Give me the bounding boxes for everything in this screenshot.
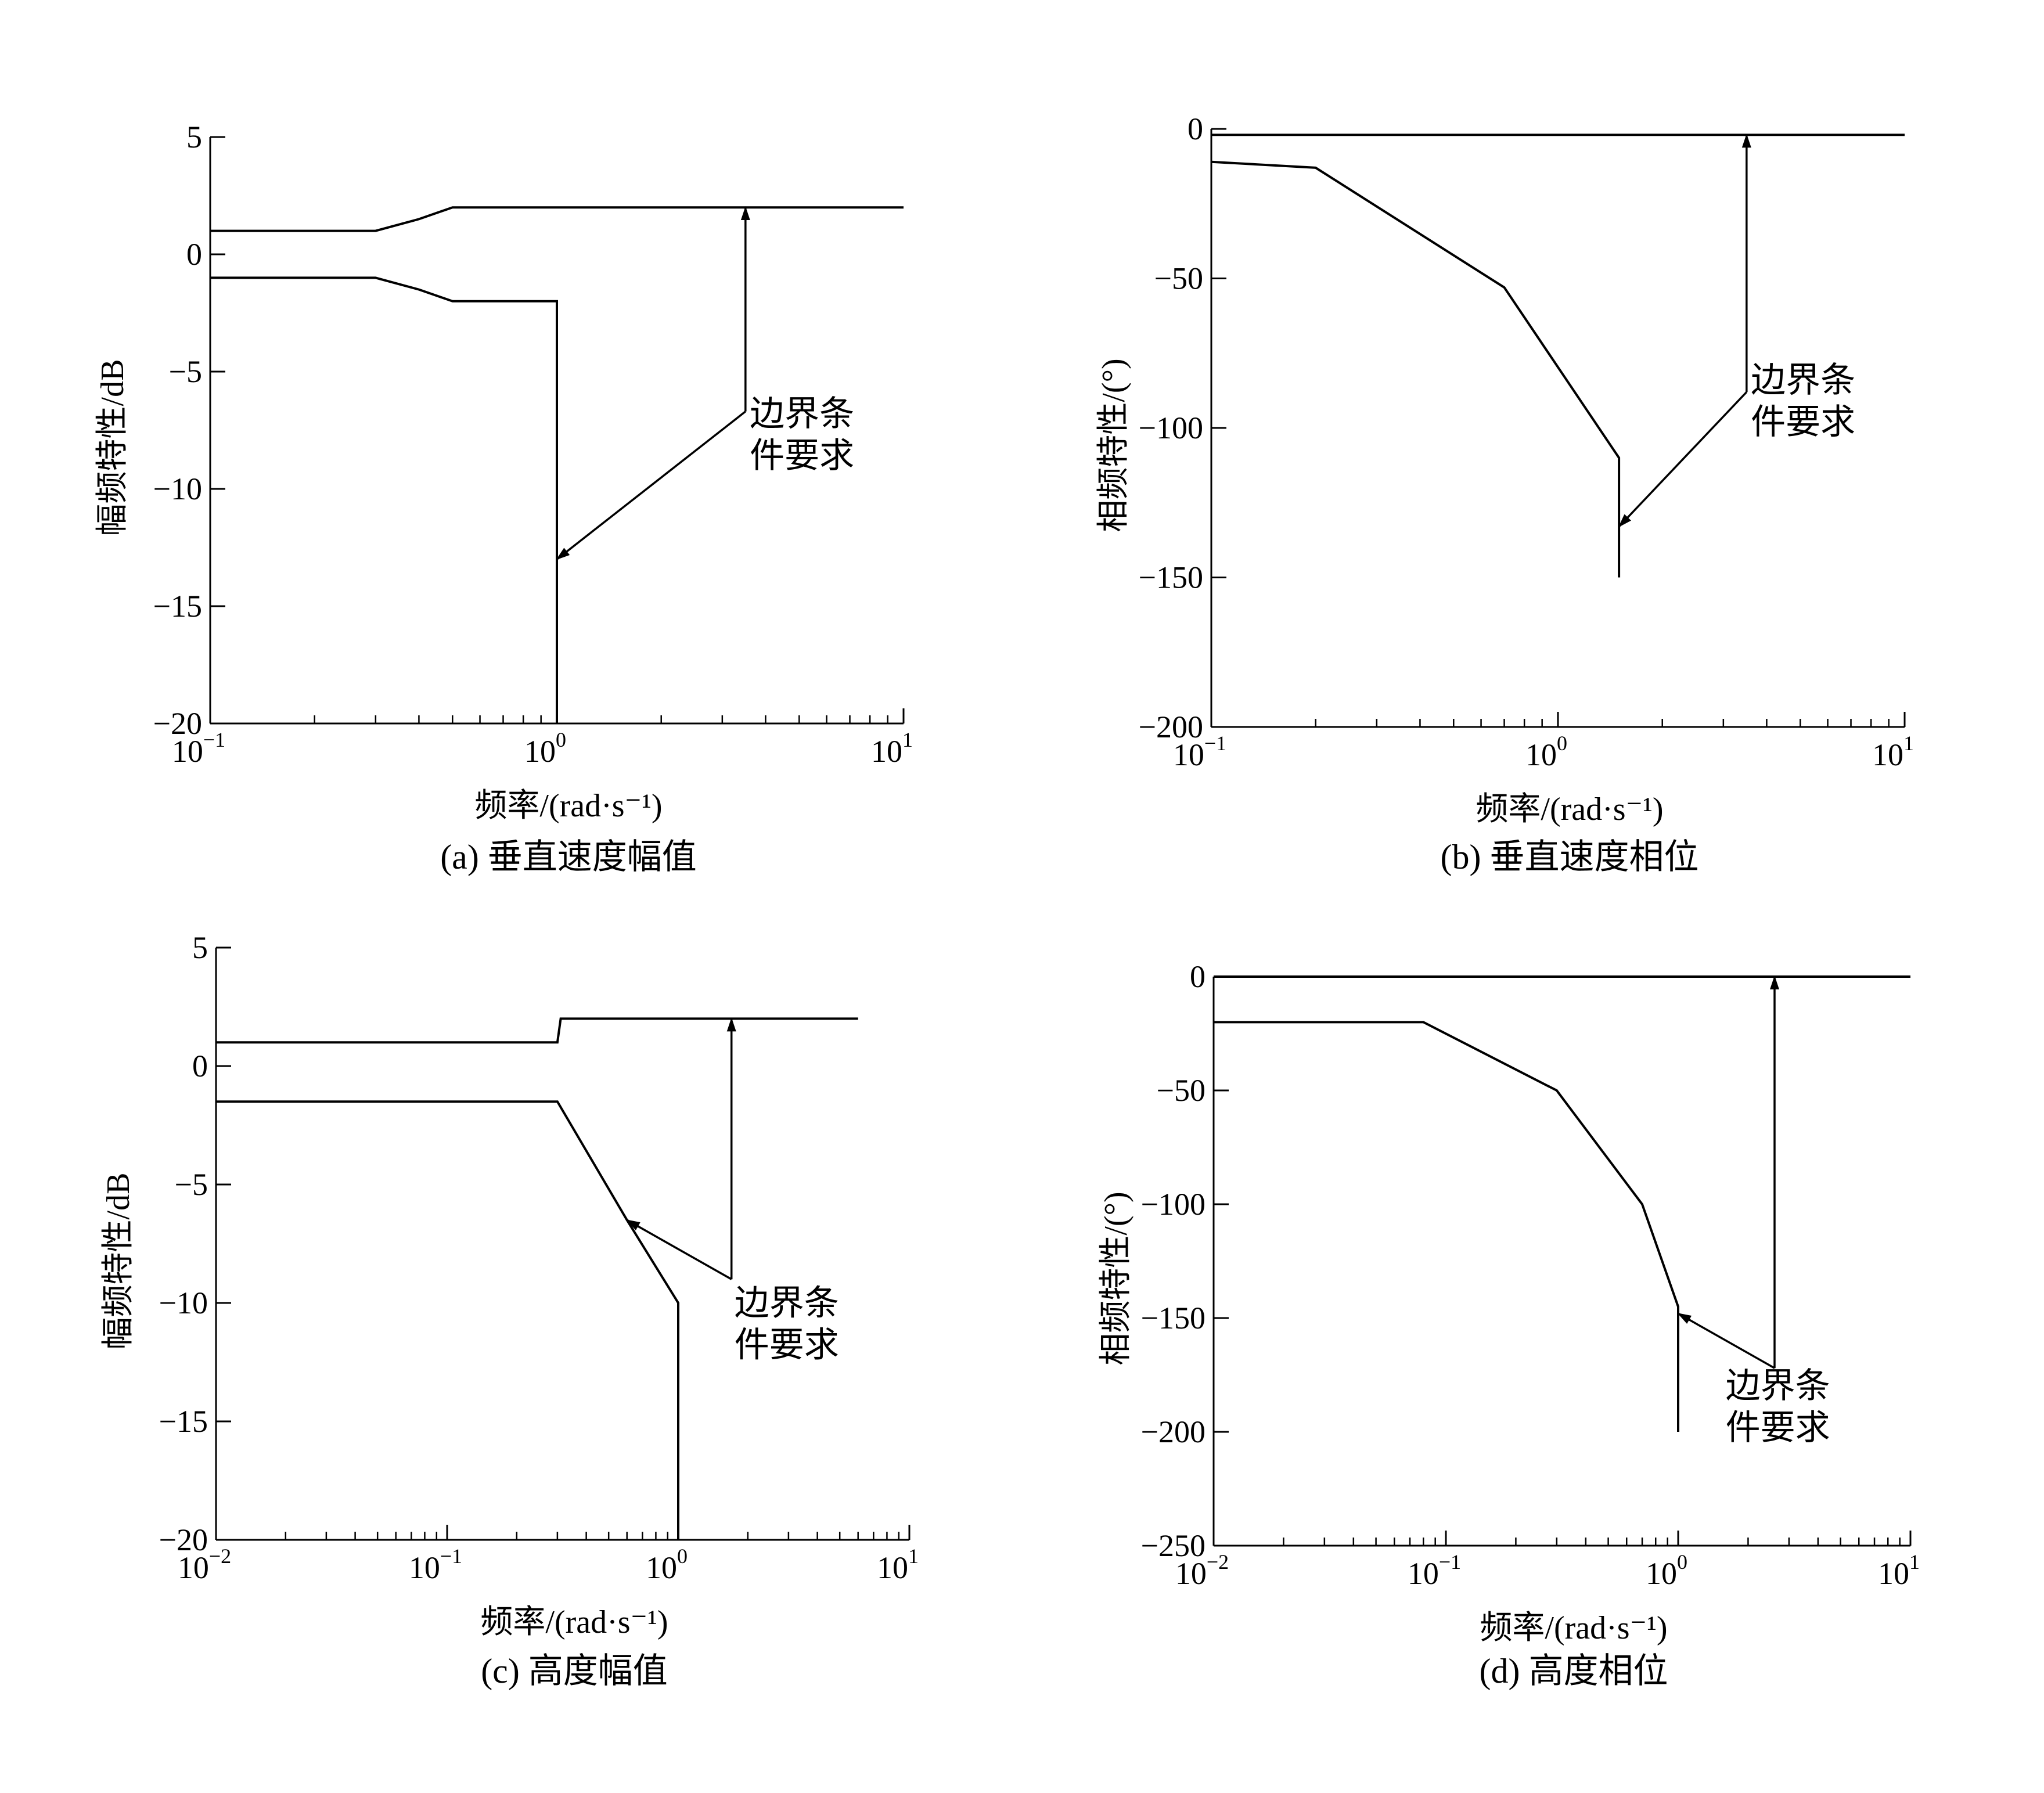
x-tick-label: 100 — [1525, 732, 1567, 772]
boundary-arrow-2 — [1677, 1312, 1775, 1369]
boundary-arrow-2 — [1618, 391, 1748, 528]
y-axis-label: 相频特性/(°) — [1098, 1191, 1134, 1365]
y-tick-label: 0 — [1187, 111, 1203, 146]
x-tick-label: 10−1 — [1173, 732, 1226, 772]
y-tick-label: −200 — [1141, 1414, 1205, 1449]
annotation-label: 件要求 — [1751, 403, 1855, 441]
y-tick-label: 5 — [186, 120, 202, 154]
annotation-label: 边界条 — [1751, 361, 1855, 399]
x-axis-label: 频率/(rad·s⁻¹) — [480, 1604, 668, 1640]
y-tick-label: 0 — [1190, 959, 1205, 994]
chart-b: 10−1 100 101 0 −50 −100 −150 −200 频率/(rad·s⁻¹) 相频… — [1096, 111, 1914, 876]
boundary-arrow-2 — [556, 411, 746, 560]
y-tick-label: −10 — [159, 1286, 208, 1320]
y-axis-label: 幅频特性/dB — [100, 1173, 136, 1350]
y-tick-label: −150 — [1141, 1301, 1205, 1335]
chart-caption: (a) 垂直速度幅值 — [440, 838, 697, 876]
y-tick-label: −250 — [1141, 1528, 1205, 1563]
annotation-label: 件要求 — [1726, 1409, 1830, 1447]
series-line-1 — [210, 206, 904, 232]
y-tick-label: −5 — [175, 1167, 208, 1202]
x-axis-label: 频率/(rad·s⁻¹) — [474, 788, 662, 824]
x-tick-label: 10−2 — [178, 1544, 231, 1585]
chart-caption: (c) 高度幅值 — [481, 1652, 668, 1690]
y-tick-label: −20 — [153, 706, 202, 741]
x-axis-label: 频率/(rad·s⁻¹) — [1476, 791, 1663, 827]
x-tick-label: 101 — [871, 728, 913, 769]
series-line-1 — [216, 1017, 858, 1044]
y-tick-label: −100 — [1139, 411, 1203, 445]
y-tick-label: −50 — [1154, 261, 1203, 296]
annotation-label: 边界条 — [750, 395, 854, 433]
x-axis-label: 频率/(rad·s⁻¹) — [1480, 1610, 1667, 1646]
x-tick-label: 100 — [646, 1544, 688, 1585]
annotation-label: 边界条 — [735, 1284, 839, 1322]
y-axis-label: 相频特性/(°) — [1096, 358, 1132, 532]
chart-caption: (b) 垂直速度相位 — [1441, 838, 1699, 876]
y-axis-label: 幅频特性/dB — [95, 359, 131, 537]
boundary-arrow-2 — [625, 1219, 732, 1280]
y-tick-label: −200 — [1139, 710, 1203, 744]
series-line-2 — [1211, 160, 1621, 578]
x-tick-label: 101 — [1872, 732, 1914, 772]
x-tick-label: 100 — [524, 728, 566, 769]
annotation-label: 件要求 — [750, 437, 854, 475]
chart-caption: (d) 高度相位 — [1480, 1652, 1668, 1690]
y-tick-label: 5 — [192, 930, 208, 965]
y-tick-label: 0 — [192, 1049, 208, 1083]
y-tick-label: −15 — [159, 1404, 208, 1439]
y-tick-label: −15 — [153, 589, 202, 624]
annotation-label: 边界条 — [1726, 1367, 1830, 1405]
x-tick-label: 10−1 — [409, 1544, 462, 1585]
annotation-label: 件要求 — [735, 1326, 839, 1364]
x-tick-label: 10−1 — [1408, 1550, 1461, 1591]
x-tick-label: 10−1 — [172, 728, 225, 769]
y-tick-label: −10 — [153, 471, 202, 506]
chart-d: 10−2 10−1 100 101 0 −50 −100 −150 −200 −250 频率/(ra… — [1098, 959, 1920, 1690]
x-tick-label: 101 — [877, 1544, 919, 1585]
y-tick-label: 0 — [186, 237, 202, 272]
y-tick-label: −150 — [1139, 560, 1203, 595]
x-tick-label: 100 — [1646, 1550, 1687, 1591]
y-tick-label: −5 — [169, 354, 202, 389]
y-tick-label: −100 — [1141, 1187, 1205, 1222]
series-line-2 — [216, 1100, 679, 1540]
x-tick-label: 10−2 — [1175, 1550, 1229, 1591]
y-tick-label: −50 — [1157, 1073, 1205, 1108]
series-line-2 — [1214, 1021, 1679, 1432]
series-line-2 — [210, 276, 558, 723]
chart-c: 10−2 10−1 100 101 5 0 −5 −10 −15 −20 频率/(rad·s⁻¹) 幅… — [100, 930, 919, 1690]
chart-a: 10−1 100 101 5 0 −5 −10 −15 −20 频率/(rad·s⁻¹) 幅频特性/… — [95, 120, 913, 876]
y-tick-label: −20 — [159, 1522, 208, 1557]
x-tick-label: 101 — [1878, 1550, 1920, 1591]
